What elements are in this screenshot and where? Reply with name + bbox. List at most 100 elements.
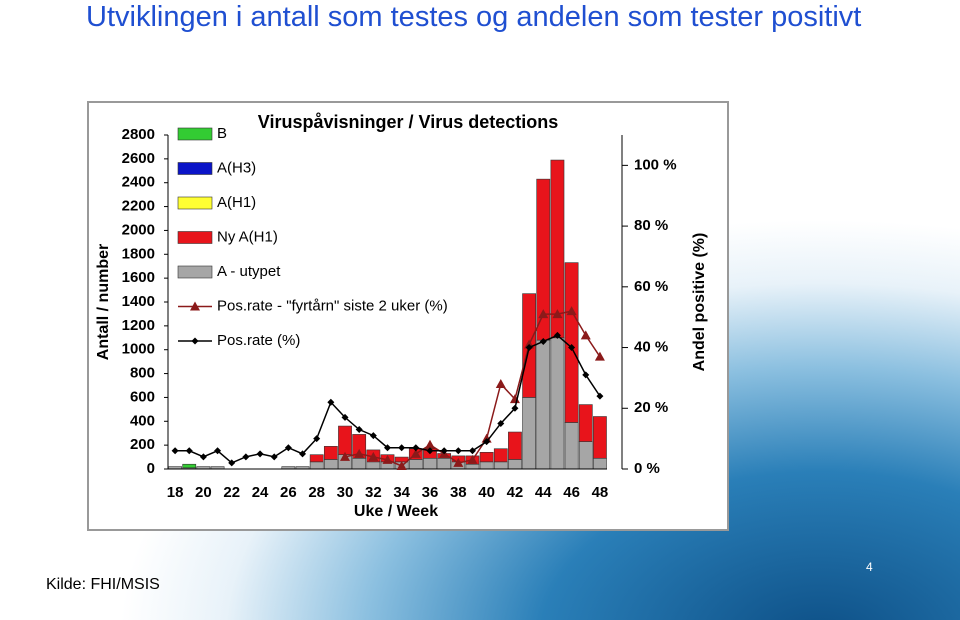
line-marker (440, 447, 448, 455)
legend-swatch (177, 127, 213, 141)
line-marker (354, 448, 365, 458)
legend-label: A - utypet (217, 263, 281, 280)
bar-segment (508, 431, 522, 460)
line-marker (467, 454, 478, 464)
x-tick-label: 42 (507, 484, 524, 501)
x-tick-label: 26 (280, 484, 297, 501)
line-marker (495, 378, 506, 388)
line-marker (410, 448, 421, 458)
bar-segment (366, 461, 381, 470)
y-tick-label: 2600 (122, 150, 155, 167)
legend-label: Ny A(H1) (217, 228, 278, 245)
line-marker (369, 432, 377, 440)
y-tick-label: 1400 (122, 293, 155, 310)
y-tick-label: 2800 (122, 126, 155, 143)
line-marker (355, 426, 363, 434)
y-tick-label: 2200 (122, 198, 155, 215)
line-marker (525, 344, 533, 352)
slide-title: Utviklingen i antall som testes og andel… (86, 1, 862, 33)
x-tick-label: 38 (450, 484, 467, 501)
bar-segment (465, 463, 480, 470)
bar-segment (564, 422, 579, 470)
line-marker (582, 371, 590, 379)
line-marker (566, 306, 577, 316)
line-marker (340, 451, 351, 461)
y-tick-label: 400 (130, 412, 155, 429)
line-marker (256, 450, 264, 458)
y-tick-label: 800 (130, 365, 155, 382)
line-marker (185, 447, 193, 455)
bar-segment (338, 425, 352, 455)
bar-segment (309, 461, 324, 470)
bar-segment (536, 339, 551, 470)
line-marker (453, 457, 464, 467)
bar-segment (578, 441, 593, 470)
y2-tick-label: 100 % (634, 156, 677, 173)
y-tick-label: 1000 (122, 341, 155, 358)
line-marker (454, 447, 462, 455)
source-note: Kilde: FHI/MSIS (46, 576, 160, 593)
bar-segment (522, 397, 536, 470)
y-tick-label: 1200 (122, 317, 155, 334)
bar-segment (408, 459, 423, 470)
y2-tick-label: 80 % (634, 217, 668, 234)
bar-segment (323, 446, 338, 460)
line-marker (242, 453, 250, 461)
y2-axis-label: Andel positive (%) (691, 233, 708, 372)
line-marker (568, 344, 576, 352)
line-marker (214, 447, 222, 455)
y-tick-label: 2400 (122, 174, 155, 191)
line-marker (396, 460, 407, 470)
bar-segment (352, 457, 367, 470)
line-marker (313, 435, 321, 443)
bar-segment (437, 457, 452, 470)
y-tick-label: 1600 (122, 269, 155, 286)
line-marker (553, 331, 561, 339)
legend-label: B (217, 125, 227, 142)
line-marker (191, 337, 199, 345)
line-marker (426, 447, 434, 455)
line-marker (511, 404, 519, 412)
legend-swatch (177, 231, 213, 244)
line-marker (538, 309, 549, 319)
x-tick-label: 20 (195, 484, 212, 501)
bar-segment (323, 459, 338, 470)
legend-label: Pos.rate - "fyrtårn" siste 2 uker (%) (217, 297, 448, 314)
line-marker (483, 438, 491, 446)
y-tick-label: 2000 (122, 221, 155, 238)
line-marker (341, 413, 349, 421)
x-tick-label: 32 (365, 484, 382, 501)
bar-segment (564, 262, 579, 423)
x-tick-label: 30 (337, 484, 354, 501)
x-tick-label: 22 (223, 484, 240, 501)
line-marker (368, 451, 379, 461)
bar-segment (593, 457, 607, 470)
x-tick-label: 18 (167, 484, 184, 501)
y-tick-label: 0 (147, 460, 155, 477)
legend-swatch (177, 162, 213, 175)
line-marker (424, 439, 435, 449)
line-marker (497, 419, 505, 427)
line-marker (299, 450, 307, 458)
x-tick-label: 28 (308, 484, 325, 501)
chart-title: Viruspåvisninger / Virus detections (258, 112, 558, 132)
line-marker (481, 433, 492, 443)
line-marker (580, 330, 591, 340)
x-tick-label: 46 (563, 484, 580, 501)
bar-segment (479, 461, 494, 470)
line-marker (228, 459, 236, 467)
x-tick-label: 48 (592, 484, 609, 501)
line-marker (171, 447, 179, 455)
bar-segment (182, 463, 197, 469)
y-tick-label: 1800 (122, 245, 155, 262)
x-tick-label: 36 (422, 484, 439, 501)
line-marker (190, 301, 200, 311)
line-marker (327, 398, 335, 406)
bar-segment (423, 457, 437, 470)
y2-tick-label: 0 % (634, 460, 660, 477)
legend-swatch (177, 196, 213, 210)
x-tick-label: 40 (478, 484, 495, 501)
x-tick-label: 24 (252, 484, 269, 501)
line-marker (398, 444, 406, 452)
